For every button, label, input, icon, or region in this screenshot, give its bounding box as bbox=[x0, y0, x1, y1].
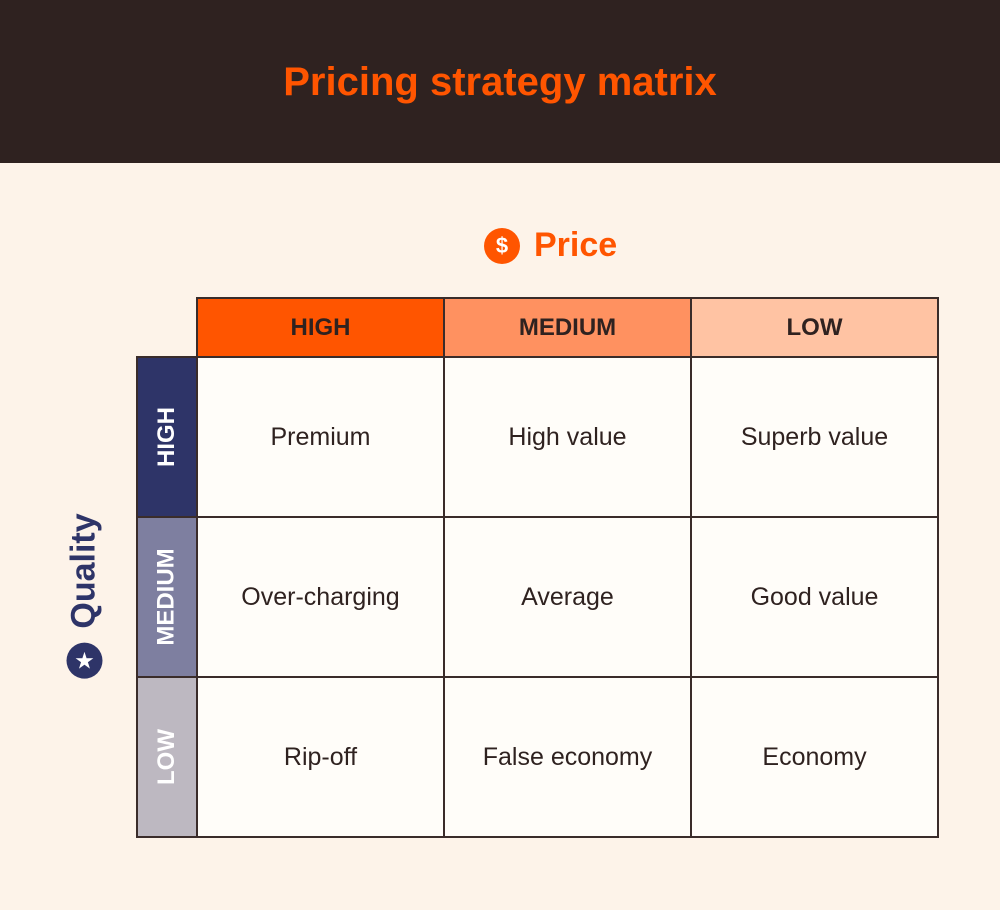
matrix-cell: Superb value bbox=[690, 356, 939, 518]
dollar-icon: $ bbox=[484, 227, 520, 264]
matrix-cell: Average bbox=[443, 516, 692, 678]
price-column-header: HIGH bbox=[196, 297, 445, 358]
quality-row-header: HIGH bbox=[136, 356, 198, 518]
header-bar bbox=[0, 0, 1000, 163]
cell-text: HIGH bbox=[153, 407, 180, 467]
cell-text: Rip-off bbox=[283, 742, 358, 771]
price-axis-label: $ Price bbox=[484, 226, 617, 265]
matrix-cell: Premium bbox=[196, 356, 445, 518]
matrix-cell: Rip-off bbox=[196, 676, 445, 838]
cell-text: Over-charging bbox=[241, 582, 400, 611]
page-title: Pricing strategy matrix bbox=[283, 60, 717, 104]
cell-text: LOW bbox=[786, 313, 843, 341]
cell-text: Economy bbox=[762, 742, 867, 771]
cell-text: HIGH bbox=[290, 313, 351, 341]
cell-text: Average bbox=[521, 582, 614, 611]
cell-text: High value bbox=[508, 422, 627, 451]
quality-row-header: LOW bbox=[136, 676, 198, 838]
matrix-cell: Over-charging bbox=[196, 516, 445, 678]
star-icon: ★ bbox=[66, 642, 102, 679]
quality-label: Quality bbox=[64, 513, 103, 629]
cell-text: Superb value bbox=[740, 422, 889, 451]
quality-axis-label: ★ Quality bbox=[64, 513, 104, 679]
cell-text: Premium bbox=[270, 422, 371, 451]
matrix-cell: High value bbox=[443, 356, 692, 518]
quality-row-header: MEDIUM bbox=[136, 516, 198, 678]
cell-text: Good value bbox=[750, 582, 879, 611]
cell-text: MEDIUM bbox=[518, 313, 617, 341]
matrix-cell: False economy bbox=[443, 676, 692, 838]
cell-text: MEDIUM bbox=[153, 548, 181, 646]
matrix-cell: Economy bbox=[690, 676, 939, 838]
matrix-cell: Good value bbox=[690, 516, 939, 678]
price-label: Price bbox=[534, 226, 618, 264]
price-column-header: MEDIUM bbox=[443, 297, 692, 358]
cell-text: LOW bbox=[152, 729, 180, 785]
cell-text: False economy bbox=[482, 742, 653, 771]
price-column-header: LOW bbox=[690, 297, 939, 358]
